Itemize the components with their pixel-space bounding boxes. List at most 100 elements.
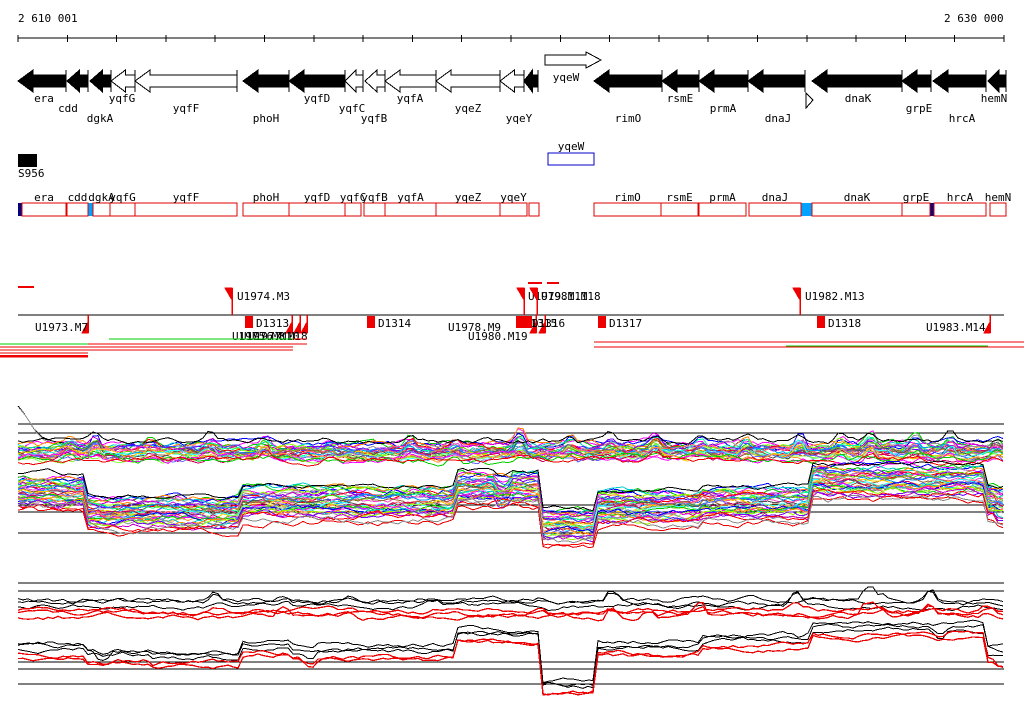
probe-label-yqeW: yqeW — [558, 140, 585, 153]
flag-label-D1314: D1314 — [378, 317, 411, 330]
gene-box-hemN[interactable] — [989, 202, 1007, 217]
gene-arrow-rimO[interactable] — [593, 69, 663, 93]
gene-arrow-dgkA[interactable] — [89, 68, 112, 94]
gene-arrow-yqfB[interactable] — [364, 68, 386, 94]
gene-arrow-yqeZ[interactable] — [435, 69, 501, 93]
expression-profile-line — [17, 619, 1004, 684]
up-flag-icon[interactable] — [516, 287, 525, 302]
gene-box-label-yqfD: yqfD — [304, 191, 331, 204]
expression-profile-line — [17, 630, 1004, 696]
gene-arrow-cdd[interactable] — [66, 68, 89, 94]
expression-profile-line — [17, 449, 1004, 467]
gene-box-yqeY[interactable] — [499, 202, 528, 217]
gene-box-yqeZ[interactable] — [435, 202, 501, 217]
gene-arrow-rsmE[interactable] — [661, 69, 700, 93]
gene-box-rimO[interactable] — [593, 202, 662, 217]
d-flag-icon[interactable] — [598, 316, 606, 328]
gene-box-label-prmA: prmA — [709, 191, 736, 204]
gene-box-yqfB[interactable] — [363, 202, 386, 217]
expression-profile-line — [17, 432, 1004, 452]
down-flag-icon[interactable] — [81, 321, 89, 334]
gene-box-yqfF[interactable] — [134, 202, 238, 217]
down-flag-icon[interactable] — [293, 321, 301, 334]
probe-box-yqeW[interactable] — [547, 152, 595, 166]
gene-box-label-cdd: cdd — [68, 191, 88, 204]
down-flag-icon[interactable] — [300, 321, 308, 334]
gene-arrow-hemN[interactable] — [987, 68, 1007, 94]
gene-box-yqfA[interactable] — [384, 202, 437, 217]
gene-box-label-yqfG: yqfG — [109, 191, 136, 204]
expression-profile-line — [17, 626, 1004, 689]
gene-label-yqfD: yqfD — [304, 92, 331, 105]
down-flag-icon[interactable] — [285, 321, 293, 334]
gene-box-cdd[interactable] — [66, 202, 89, 217]
flag-label-U1973.M7: U1973.M7 — [35, 321, 88, 334]
flag-label-U1976.M10: U1976.M10 — [240, 330, 300, 343]
gene-arrow-prmA[interactable] — [698, 69, 749, 93]
gene-label-yqeZ: yqeZ — [455, 102, 482, 115]
gene-label-yqeW: yqeW — [553, 71, 580, 84]
d-flag-icon[interactable] — [524, 316, 532, 328]
flag-label-D1316: D1316 — [532, 317, 565, 330]
gene-arrow-dnaK[interactable] — [811, 69, 903, 93]
gene-box-era[interactable] — [21, 202, 67, 217]
gene-arrow-dnaJ[interactable] — [747, 69, 806, 93]
flag-label-U1980.M19: U1980.M19 — [468, 330, 528, 343]
flag-label-U1977.M18: U1977.M18 — [248, 330, 308, 343]
flag-label-U1978.M9: U1978.M9 — [448, 321, 501, 334]
gene-arrow-yqeW[interactable] — [544, 51, 603, 69]
up-flag-icon[interactable] — [529, 287, 538, 302]
gene-box-phoH[interactable] — [242, 202, 290, 217]
gene-box-dnaJ[interactable] — [748, 202, 802, 217]
d-flag-icon[interactable] — [516, 316, 524, 328]
gene-arrow-yqfD[interactable] — [288, 69, 346, 93]
gene-arrow-phoH[interactable] — [242, 69, 290, 93]
down-flag-icon[interactable] — [538, 321, 546, 334]
d-flag-icon[interactable] — [367, 316, 375, 328]
gene-box-unnamed[interactable] — [528, 202, 540, 217]
gene-box-grpE[interactable] — [901, 202, 931, 217]
gene-box-rsmE[interactable] — [660, 202, 699, 217]
insertion-marker-icon — [805, 91, 814, 110]
expression-profile-line — [17, 450, 1004, 467]
expression-profile-line — [17, 605, 1004, 620]
gene-label-prmA: prmA — [710, 102, 737, 115]
gene-box-label-dnaJ: dnaJ — [762, 191, 789, 204]
expression-profile-line — [17, 482, 1004, 539]
probe-label-S956: S956 — [18, 167, 45, 180]
gene-arrow-era[interactable] — [17, 69, 67, 93]
d-flag-icon[interactable] — [245, 316, 253, 328]
gene-arrow-unnamed[interactable] — [523, 68, 539, 94]
up-flag-icon[interactable] — [224, 287, 233, 302]
gene-arrow-yqfC[interactable] — [344, 68, 364, 94]
flag-label-U1982.M13: U1982.M13 — [805, 290, 865, 303]
gene-box-yqfG[interactable] — [109, 202, 136, 217]
gene-label-phoH: phoH — [253, 112, 280, 125]
gene-arrow-yqeY[interactable] — [499, 68, 525, 94]
gene-box-dgkA[interactable] — [92, 202, 111, 217]
up-flag-icon[interactable] — [792, 287, 801, 302]
gene-box-label-hemN: hemN — [985, 191, 1012, 204]
gene-arrow-yqfG[interactable] — [110, 68, 136, 94]
gene-box-yqfC[interactable] — [344, 202, 362, 217]
gene-arrow-yqfA[interactable] — [384, 69, 437, 93]
gene-box-prmA[interactable] — [698, 202, 747, 217]
down-flag-icon[interactable] — [529, 321, 537, 334]
gene-box-yqfD[interactable] — [288, 202, 346, 217]
gene-arrow-grpE[interactable] — [901, 69, 932, 93]
expression-profile-line — [17, 494, 1004, 549]
gene-label-rimO: rimO — [615, 112, 642, 125]
gene-label-cdd: cdd — [58, 102, 78, 115]
gene-label-yqfB: yqfB — [361, 112, 388, 125]
d-flag-icon[interactable] — [817, 316, 825, 328]
expression-profile-line — [17, 601, 1004, 622]
gene-box-hrcA[interactable] — [933, 202, 987, 217]
down-flag-icon[interactable] — [983, 321, 991, 334]
probe-box-S956[interactable] — [18, 154, 37, 167]
gene-arrow-hrcA[interactable] — [932, 69, 987, 93]
gene-arrow-yqfF[interactable] — [134, 69, 238, 93]
gene-label-yqfF: yqfF — [173, 102, 200, 115]
gene-box-dnaK[interactable] — [811, 202, 903, 217]
expression-profile-line — [17, 484, 1004, 539]
